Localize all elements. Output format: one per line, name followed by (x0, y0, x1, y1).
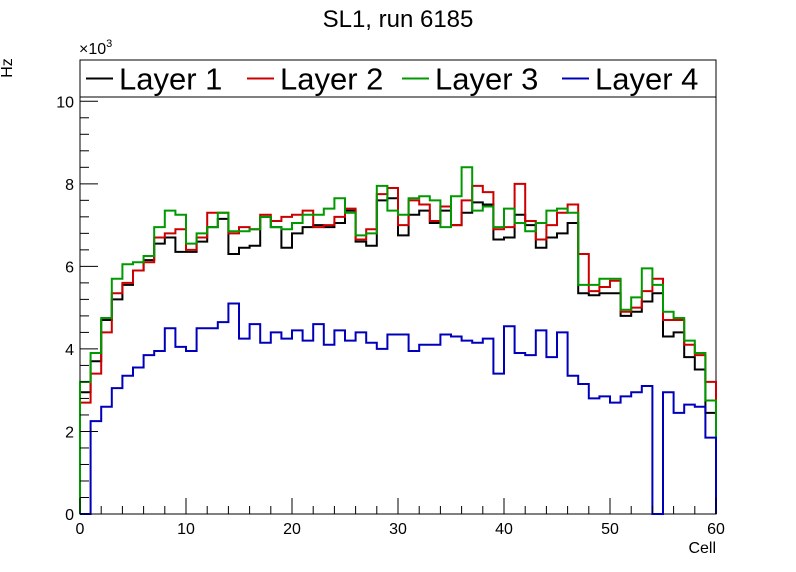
chart-title: SL1, run 6185 (322, 6, 474, 33)
y-axis-label: Hz (0, 58, 16, 78)
y-tick-label: 0 (65, 507, 74, 524)
series-line-layer-4 (80, 302, 717, 515)
y-exponent-label: ×103 (79, 38, 112, 58)
x-tick-label: 30 (389, 521, 407, 538)
y-tick-label: 10 (56, 94, 74, 111)
y-tick-label: 4 (65, 342, 74, 359)
x-axis-label: Cell (688, 540, 716, 557)
x-tick-label: 60 (707, 521, 725, 538)
series-line-layer-3 (79, 166, 717, 514)
series-line-layer-1 (79, 197, 717, 514)
x-tick-label: 0 (76, 521, 85, 538)
series-line-layer-2 (79, 182, 717, 514)
legend-label-layer-1: Layer 1 (119, 62, 222, 97)
x-tick-label: 10 (177, 521, 195, 538)
y-tick-label: 8 (65, 177, 74, 194)
x-tick-label: 20 (283, 521, 301, 538)
y-tick-label: 6 (65, 259, 74, 276)
y-tick-label: 2 (65, 424, 74, 441)
legend-label-layer-2: Layer 2 (280, 62, 383, 97)
x-tick-label: 50 (601, 521, 619, 538)
legend-label-layer-4: Layer 4 (595, 62, 698, 97)
x-tick-label: 40 (495, 521, 513, 538)
legend-label-layer-3: Layer 3 (435, 62, 538, 97)
legend-box (79, 59, 717, 98)
